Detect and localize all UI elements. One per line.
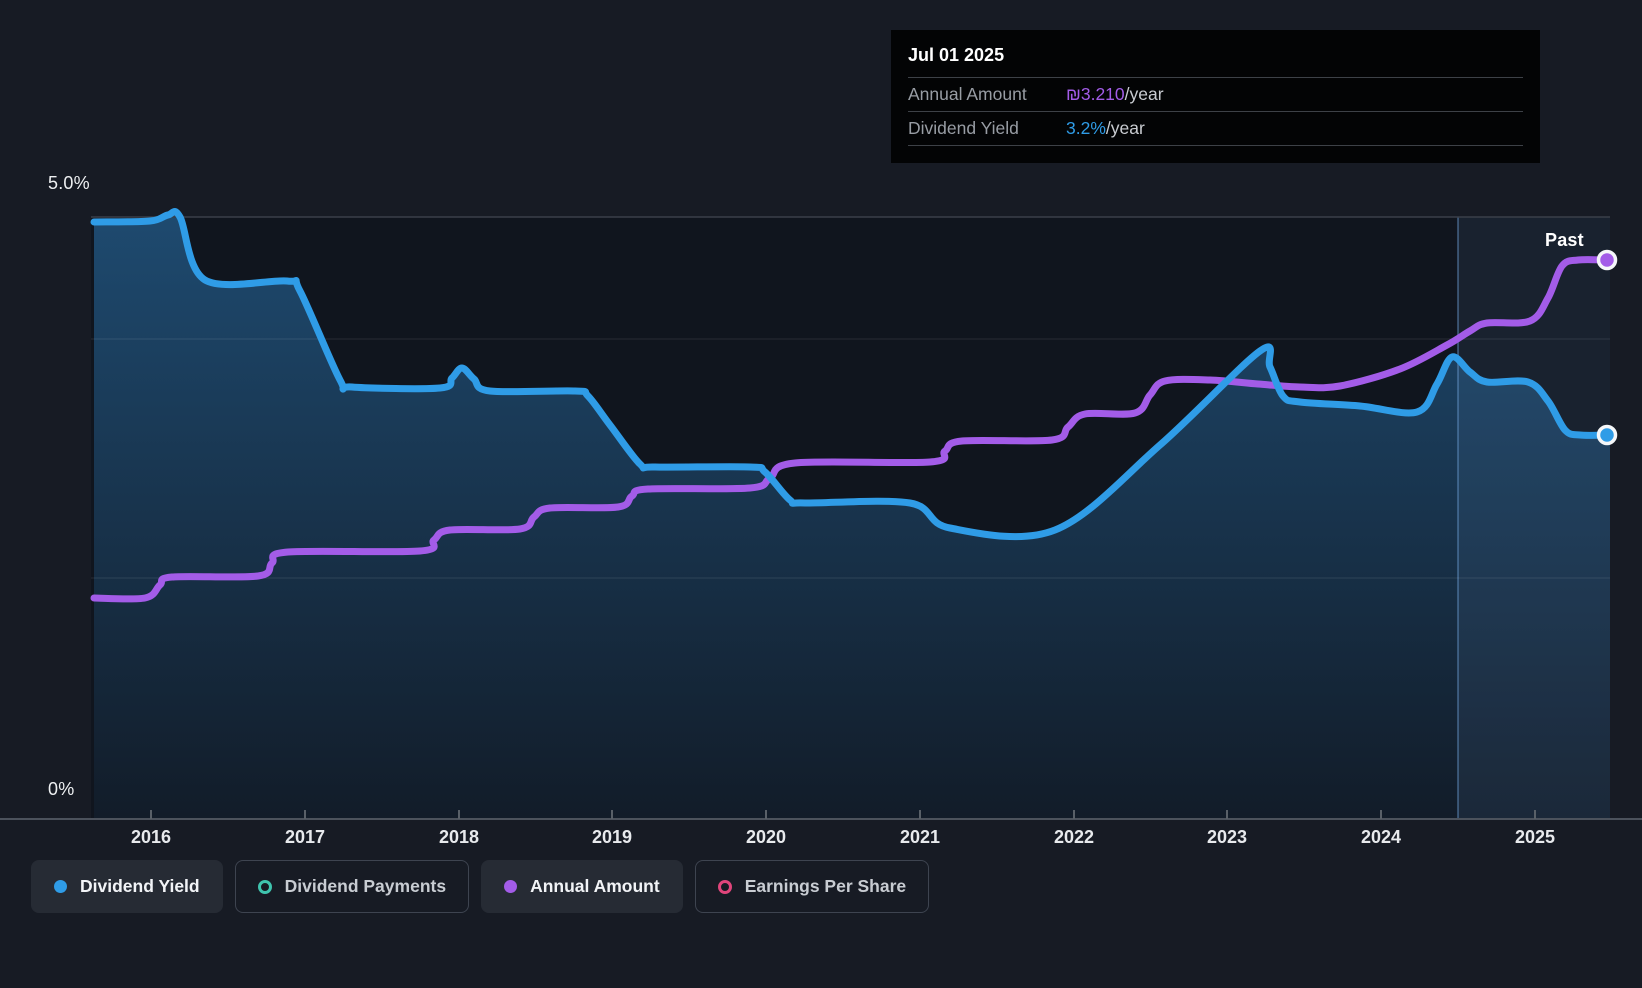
legend-label: Annual Amount bbox=[530, 876, 660, 896]
series-endpoint-marker bbox=[1596, 424, 1618, 446]
legend-toggle-earnings-per-share[interactable]: Earnings Per Share bbox=[694, 860, 930, 913]
y-axis-label-top: 5.0% bbox=[48, 173, 90, 193]
x-axis-label: 2019 bbox=[592, 827, 632, 847]
x-axis-label: 2025 bbox=[1515, 827, 1555, 847]
x-axis-label: 2020 bbox=[746, 827, 786, 847]
tooltip-row-suffix: /year bbox=[1124, 84, 1164, 104]
legend-filled-dot-icon bbox=[504, 880, 518, 893]
x-axis-label: 2023 bbox=[1207, 827, 1247, 847]
tooltip-rows: Annual Amount ₪3.210/year Dividend Yield 3.… bbox=[891, 77, 1540, 146]
annual-amount-line bbox=[90, 256, 1611, 603]
x-axis-label: 2021 bbox=[900, 827, 940, 847]
x-axis-label: 2016 bbox=[131, 827, 171, 847]
tooltip-row: Dividend Yield 3.2%/year bbox=[908, 111, 1523, 146]
dividend-yield-line bbox=[90, 208, 1611, 541]
x-axis-label: 2022 bbox=[1054, 827, 1094, 847]
tooltip-date: Jul 01 2025 bbox=[908, 45, 1005, 65]
tooltip-row-value: 3.2% bbox=[1066, 118, 1106, 138]
tooltip-row-suffix: /year bbox=[1105, 118, 1145, 138]
tooltip-row-label: Dividend Yield bbox=[908, 118, 1019, 138]
chart-legend: Dividend Yield Dividend Payments Annual Am… bbox=[31, 860, 930, 913]
legend-hollow-dot-icon bbox=[257, 879, 272, 894]
tooltip-row-value: ₪3.210 bbox=[1066, 84, 1125, 104]
legend-toggle-annual-amount[interactable]: Annual Amount bbox=[481, 860, 683, 913]
y-axis-label-bottom: 0% bbox=[48, 779, 75, 799]
x-axis-label: 2017 bbox=[285, 827, 325, 847]
past-band bbox=[1458, 217, 1610, 818]
tooltip-row: Annual Amount ₪3.210/year bbox=[908, 77, 1523, 111]
tooltip-row-label: Annual Amount bbox=[908, 84, 1027, 104]
legend-filled-dot-icon bbox=[54, 880, 67, 893]
yield-area-fill bbox=[94, 211, 1610, 820]
x-axis-label: 2024 bbox=[1361, 827, 1401, 847]
x-axis-label: 2018 bbox=[439, 827, 479, 847]
legend-label: Dividend Payments bbox=[284, 876, 447, 896]
legend-toggle-dividend-payments[interactable]: Dividend Payments bbox=[234, 860, 470, 913]
chart-tooltip: Jul 01 2025 Annual Amount ₪3.210/year Divi… bbox=[891, 30, 1540, 163]
series-endpoint-marker bbox=[1596, 249, 1618, 271]
legend-toggle-dividend-yield[interactable]: Dividend Yield bbox=[31, 860, 223, 913]
past-region-label: Past bbox=[1545, 230, 1584, 250]
legend-hollow-dot-icon bbox=[717, 879, 732, 894]
legend-label: Earnings Per Share bbox=[744, 876, 907, 896]
legend-label: Dividend Yield bbox=[80, 876, 200, 896]
